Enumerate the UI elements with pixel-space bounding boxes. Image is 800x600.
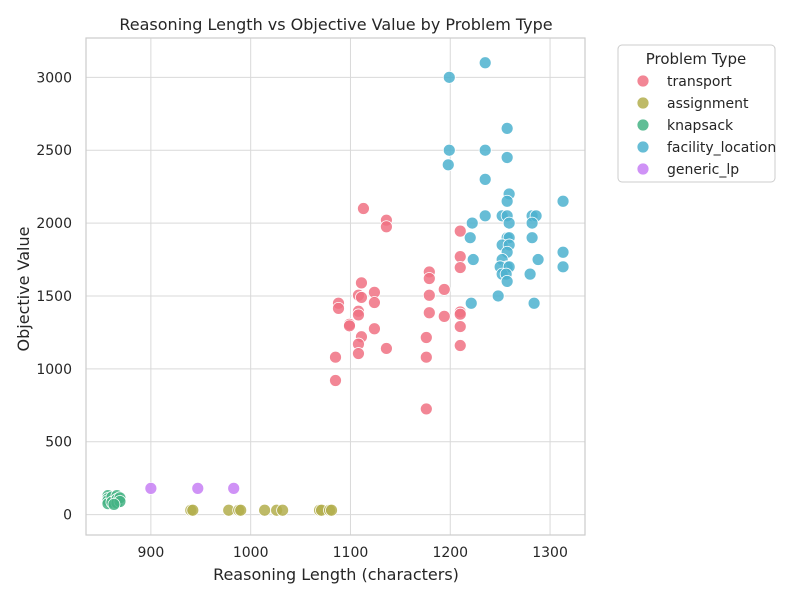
data-point-transport [379,220,393,234]
x-tick-label: 1000 [233,545,269,561]
x-axis-title: Reasoning Length (characters) [213,565,459,584]
data-point-facility-location [478,209,492,223]
data-point-facility-location [523,267,537,281]
plot-area-frame [85,37,586,536]
data-point-facility-location [491,289,505,303]
data-point-transport [352,308,365,322]
data-point-transport [453,261,467,274]
data-point-facility-location [556,245,570,259]
data-point-facility-location [525,216,539,230]
data-point-transport [332,301,345,315]
data-point-transport [453,307,467,321]
legend-marker-assignment [636,96,650,110]
y-axis-title: Objective Value [14,227,33,352]
x-tick-label: 1200 [432,545,468,561]
data-point-transport [419,331,433,344]
data-point-facility-location [478,172,492,186]
x-tick-label: 1300 [532,545,568,561]
x-tick-label: 1100 [333,545,369,561]
legend-label-transport: transport [667,74,732,90]
data-point-facility-location [531,253,545,266]
legend-frame [617,44,776,183]
data-point-assignment [186,503,200,517]
data-point-assignment [234,503,248,517]
data-point-facility-location [500,151,514,164]
data-point-transport [368,296,381,309]
data-point-facility-location [465,216,479,230]
data-point-facility-location [466,253,480,266]
data-point-facility-location [502,216,516,230]
data-point-transport [329,374,342,387]
data-point-transport [329,350,342,364]
legend: Problem Type transport assignment knapsack… [617,44,776,183]
y-tick-label: 1500 [36,289,72,305]
chart-title: Reasoning Length vs Objective Value by P… [119,15,552,34]
data-point-generic-lp [227,481,241,495]
data-point-transport [453,224,467,238]
x-tick-label: 900 [138,545,165,561]
data-point-facility-location [556,194,570,208]
y-tick-label: 2500 [36,143,72,159]
data-point-facility-location [500,274,514,288]
legend-label-knapsack: knapsack [667,118,734,134]
data-point-transport [453,250,467,264]
data-point-facility-location [500,121,514,135]
data-point-knapsack [107,497,121,511]
data-point-facility-location [556,260,570,274]
data-point-facility-location [478,56,492,70]
data-point-facility-location [525,231,539,245]
data-point-transport [422,306,436,320]
data-point-transport [352,347,365,360]
legend-title: Problem Type [646,50,747,68]
data-point-facility-location [527,296,541,310]
data-point-transport [453,339,467,352]
data-point-transport [419,350,433,364]
legend-marker-facility-location [636,140,650,154]
data-point-facility-location [464,296,478,310]
legend-marker-knapsack [636,118,650,132]
data-point-transport [422,272,436,285]
data-point-assignment [325,503,338,517]
data-point-generic-lp [144,481,158,495]
legend-label-facility-location: facility_location [667,140,776,156]
legend-marker-generic-lp [636,162,650,176]
data-point-transport [368,322,381,336]
tick-labels: 900 1000 1100 1200 1300 0 500 1000 1500 2000 2500 3… [36,70,568,561]
data-point-transport [437,283,451,296]
data-point-generic-lp [191,481,205,495]
legend-marker-transport [636,74,650,88]
grid-lines [86,38,585,535]
y-tick-label: 500 [45,435,72,451]
data-point-facility-location [463,231,477,245]
data-points [101,56,570,517]
data-point-transport [379,342,393,355]
legend-items: transport assignment knapsack facility_loca… [636,74,776,178]
data-point-facility-location [442,70,456,84]
data-point-transport [453,320,467,333]
y-tick-label: 3000 [36,70,72,86]
data-point-transport [355,291,368,304]
data-point-facility-location [478,143,492,157]
data-point-assignment [258,503,272,517]
y-tick-label: 2000 [36,216,72,232]
y-tick-label: 1000 [36,362,72,378]
data-point-transport [437,309,451,323]
data-point-assignment [276,503,290,517]
data-point-facility-location [500,194,514,208]
y-tick-label: 0 [63,508,72,524]
legend-label-generic-lp: generic_lp [667,162,739,178]
data-point-transport [419,402,433,416]
data-point-facility-location [442,143,456,157]
data-point-facility-location [441,158,455,172]
data-point-transport [343,319,356,333]
data-point-transport [422,288,436,302]
legend-label-assignment: assignment [667,96,749,112]
data-point-transport [355,276,368,290]
data-point-transport [357,202,370,215]
